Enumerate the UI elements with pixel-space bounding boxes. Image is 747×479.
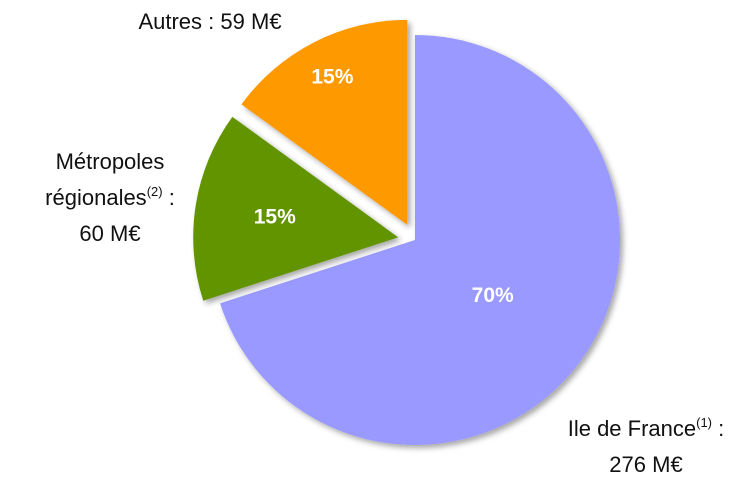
pct-label: 15% [311, 65, 353, 88]
pie-slice [241, 19, 408, 225]
pie-slice [193, 116, 399, 301]
separator: : [718, 416, 725, 441]
separator: : [208, 9, 215, 34]
category-name: Métropoles régionales [45, 149, 165, 210]
amount-label: 60 M€ [79, 221, 141, 246]
category-name: Ile de France [567, 416, 697, 441]
amount-label: 276 M€ [609, 452, 683, 477]
category-name: Autres [138, 9, 203, 34]
separator: : [168, 185, 175, 210]
slice-label: Métropoles régionales(2) : 60 M€ [10, 144, 210, 252]
pct-label: 15% [254, 205, 296, 228]
category-note: (1) [696, 415, 713, 430]
amount-label: 59 M€ [220, 9, 282, 34]
category-note: (2) [146, 184, 163, 199]
slice-label: Ile de France(1) : 276 M€ [546, 411, 746, 479]
slice-label: Autres : 59 M€ [70, 4, 350, 40]
pct-label: 70% [472, 284, 514, 307]
pie-slice [220, 35, 620, 446]
